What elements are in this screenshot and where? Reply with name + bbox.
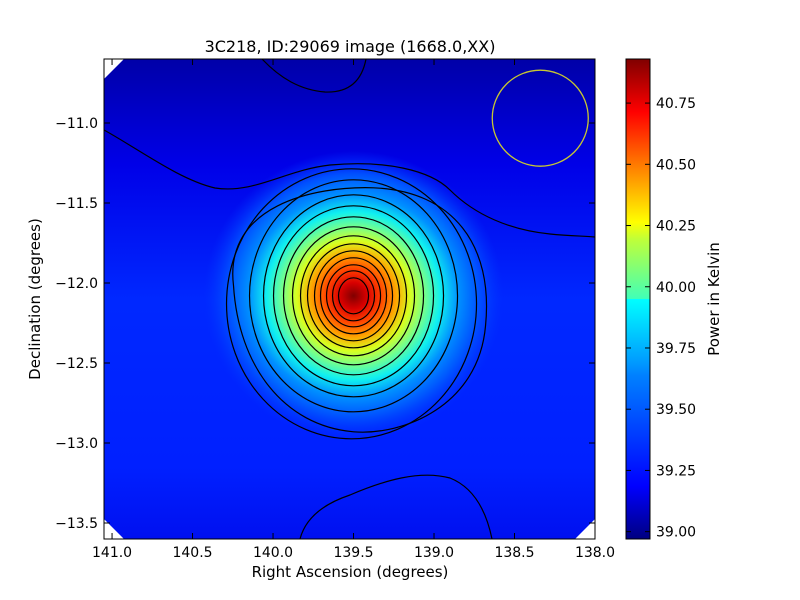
contour-outer-upper — [104, 129, 595, 238]
beam-circle — [491, 69, 589, 167]
plot-frame — [103, 58, 596, 540]
x-tick-label: 140.0 — [253, 545, 293, 561]
y-axis-label: Declination (degrees) — [26, 218, 44, 380]
colorbar-gradient — [625, 58, 651, 540]
heatmap-plot-area — [104, 59, 595, 539]
y-axis: −11.0 −11.5 −12.0 −12.5 −13.0 −13.5 — [55, 116, 595, 532]
chart-title: 3C218, ID:29069 image (1668.0,XX) — [205, 37, 496, 56]
heatmap-source-blob — [203, 150, 504, 441]
contour-ring — [325, 264, 382, 328]
contour-outer-source — [232, 187, 488, 433]
colorbar-tick-label: 40.00 — [656, 280, 696, 296]
corner-mask-bottom-right — [575, 519, 595, 539]
x-tick-label: 138.0 — [575, 545, 615, 561]
contour-ring — [262, 194, 445, 398]
contour-ring — [272, 205, 435, 387]
x-axis-label: Right Ascension (degrees) — [252, 563, 449, 581]
contour-ring — [291, 226, 416, 366]
x-tick-label: 140.5 — [172, 545, 212, 561]
colorbar-tick-label: 39.00 — [656, 525, 696, 541]
colorbar-tick-label: 40.25 — [656, 219, 696, 235]
contour-ring — [282, 216, 425, 376]
contour-top — [261, 59, 367, 93]
contour-ring — [299, 235, 408, 357]
x-axis: 141.0 140.5 140.0 139.5 139.0 138.5 138.0 — [92, 59, 615, 561]
y-tick-label: −13.5 — [55, 516, 98, 532]
colorbar-tick-label: 39.25 — [656, 463, 696, 479]
y-tick-label: −12.5 — [55, 356, 98, 372]
colorbar-tick-label: 40.50 — [656, 157, 696, 173]
colorbar-tick-label: 39.75 — [656, 341, 696, 357]
contour-lines — [104, 59, 595, 539]
corner-mask-bottom-left — [104, 519, 124, 539]
colorbar: 39.00 39.25 39.50 39.75 40.00 40.25 40.50 40.75… — [625, 58, 723, 541]
y-tick-label: −12.0 — [55, 276, 98, 292]
x-tick-label: 141.0 — [92, 545, 132, 561]
corner-mask-top-left — [104, 59, 124, 79]
contour-ring — [319, 257, 388, 335]
contour-ring — [331, 270, 376, 322]
contour-ring — [248, 179, 459, 413]
contour-bottom — [299, 474, 493, 539]
x-tick-label: 138.5 — [494, 545, 534, 561]
y-tick-label: −11.0 — [55, 116, 98, 132]
y-tick-label: −11.5 — [55, 196, 98, 212]
colorbar-tick-label: 39.50 — [656, 402, 696, 418]
colorbar-label: Power in Kelvin — [705, 242, 723, 356]
contour-ring — [313, 250, 394, 342]
contour-ring — [306, 243, 401, 349]
contour-ring — [225, 168, 478, 440]
x-tick-label: 139.5 — [333, 545, 373, 561]
y-tick-label: −13.0 — [55, 436, 98, 452]
colorbar-tick-label: 40.75 — [656, 96, 696, 112]
x-tick-label: 139.0 — [414, 545, 454, 561]
contour-ring — [337, 277, 370, 315]
